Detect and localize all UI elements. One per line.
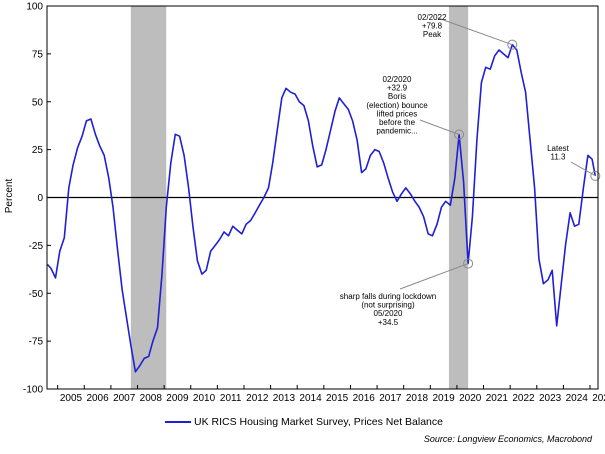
annotation-text-boris-bounce: 02/2020 +32.9 Boris (election) bounce lifted… <box>366 75 428 136</box>
annotation-line: +34.5 <box>378 318 399 327</box>
annotation-marker-boris-bounce <box>454 129 465 140</box>
annotation-line: 02/2022 <box>418 13 447 22</box>
annotation-leader-latest <box>570 161 596 177</box>
y-tick-label: 75 <box>32 49 44 60</box>
y-tick-label: -75 <box>29 337 44 348</box>
annotation-leader-peak <box>437 17 513 46</box>
annotation-line: pandemic... <box>376 127 417 136</box>
x-tick-label: 2019 <box>432 393 455 404</box>
annotation-line: before the <box>379 118 416 127</box>
x-tick-label: 2020 <box>459 393 482 404</box>
x-tick-label: 2009 <box>166 393 189 404</box>
x-tick-label: 2013 <box>273 393 296 404</box>
series-layer <box>46 43 597 373</box>
annotation-line: (election) bounce <box>366 101 428 110</box>
x-tick-label: 2024 <box>566 393 589 404</box>
x-tick-label: 2023 <box>539 393 562 404</box>
y-axis-label: Percent <box>4 179 15 214</box>
x-tick-label: 2021 <box>486 393 509 404</box>
annotation-marker-peak <box>507 39 518 50</box>
y-tick-label: 100 <box>26 2 43 13</box>
legend-swatch <box>165 421 191 423</box>
x-tick-label: 2015 <box>326 393 349 404</box>
annotation-leader-lockdown <box>399 263 469 290</box>
annotation-line: 05/2020 <box>374 309 403 318</box>
source-note: Source: Longview Economics, Macrobond <box>423 434 592 444</box>
x-tick-label: 2022 <box>512 393 535 404</box>
annotation-text-lockdown: sharp falls during lockdown (not surprisi… <box>340 292 437 327</box>
y-tick-label: -25 <box>29 241 44 252</box>
annotation-marker-latest <box>590 170 601 181</box>
annotation-line: Boris <box>388 92 406 101</box>
x-tick-label: 2014 <box>299 393 322 404</box>
legend-label: UK RICS Housing Market Survey, Prices Ne… <box>194 416 443 428</box>
legend: UK RICS Housing Market Survey, Prices Ne… <box>165 415 443 429</box>
y-tick-label: 25 <box>32 145 44 156</box>
x-tick-label: 2007 <box>113 393 136 404</box>
y-tick-label: -50 <box>29 289 44 300</box>
annotation-line: Latest <box>547 144 570 153</box>
annotation-leader-boris-bounce <box>419 119 460 135</box>
annotation-line: 11.3 <box>551 153 567 162</box>
y-tick-label: 0 <box>37 193 43 204</box>
x-tick-label: 2025 <box>592 393 605 404</box>
annotation-line: 02/2020 <box>383 75 412 84</box>
x-tick-label: 2016 <box>353 393 376 404</box>
y-tick-label: -100 <box>23 385 43 396</box>
annotation-text-latest: Latest 11.3 <box>547 144 570 162</box>
annotation-line: lifted prices <box>377 109 417 118</box>
x-tick-label: 2008 <box>140 393 163 404</box>
x-tick-label: 2005 <box>60 393 83 404</box>
annotation-line: +79.8 <box>422 22 443 31</box>
y-tick-label: 50 <box>32 97 44 108</box>
x-tick-label: 2017 <box>379 393 402 404</box>
series-line-1 <box>46 43 597 373</box>
x-tick-label: 2011 <box>220 393 242 404</box>
annotation-line: +32.9 <box>387 84 408 93</box>
x-tick-label: 2006 <box>86 393 109 404</box>
annotations: 02/2022 +79.8 Peak 02/2020 +32.9 Boris (electi… <box>340 13 601 327</box>
annotation-text-peak: 02/2022 +79.8 Peak <box>418 13 447 39</box>
annotation-marker-lockdown <box>463 258 474 269</box>
x-tick-label: 2018 <box>406 393 429 404</box>
annotation-line: (not surprising) <box>361 301 415 310</box>
annotation-line: Peak <box>423 30 442 39</box>
annotation-line: sharp falls during lockdown <box>340 292 437 301</box>
x-tick-label: 2012 <box>246 393 269 404</box>
x-tick-label: 2010 <box>193 393 216 404</box>
